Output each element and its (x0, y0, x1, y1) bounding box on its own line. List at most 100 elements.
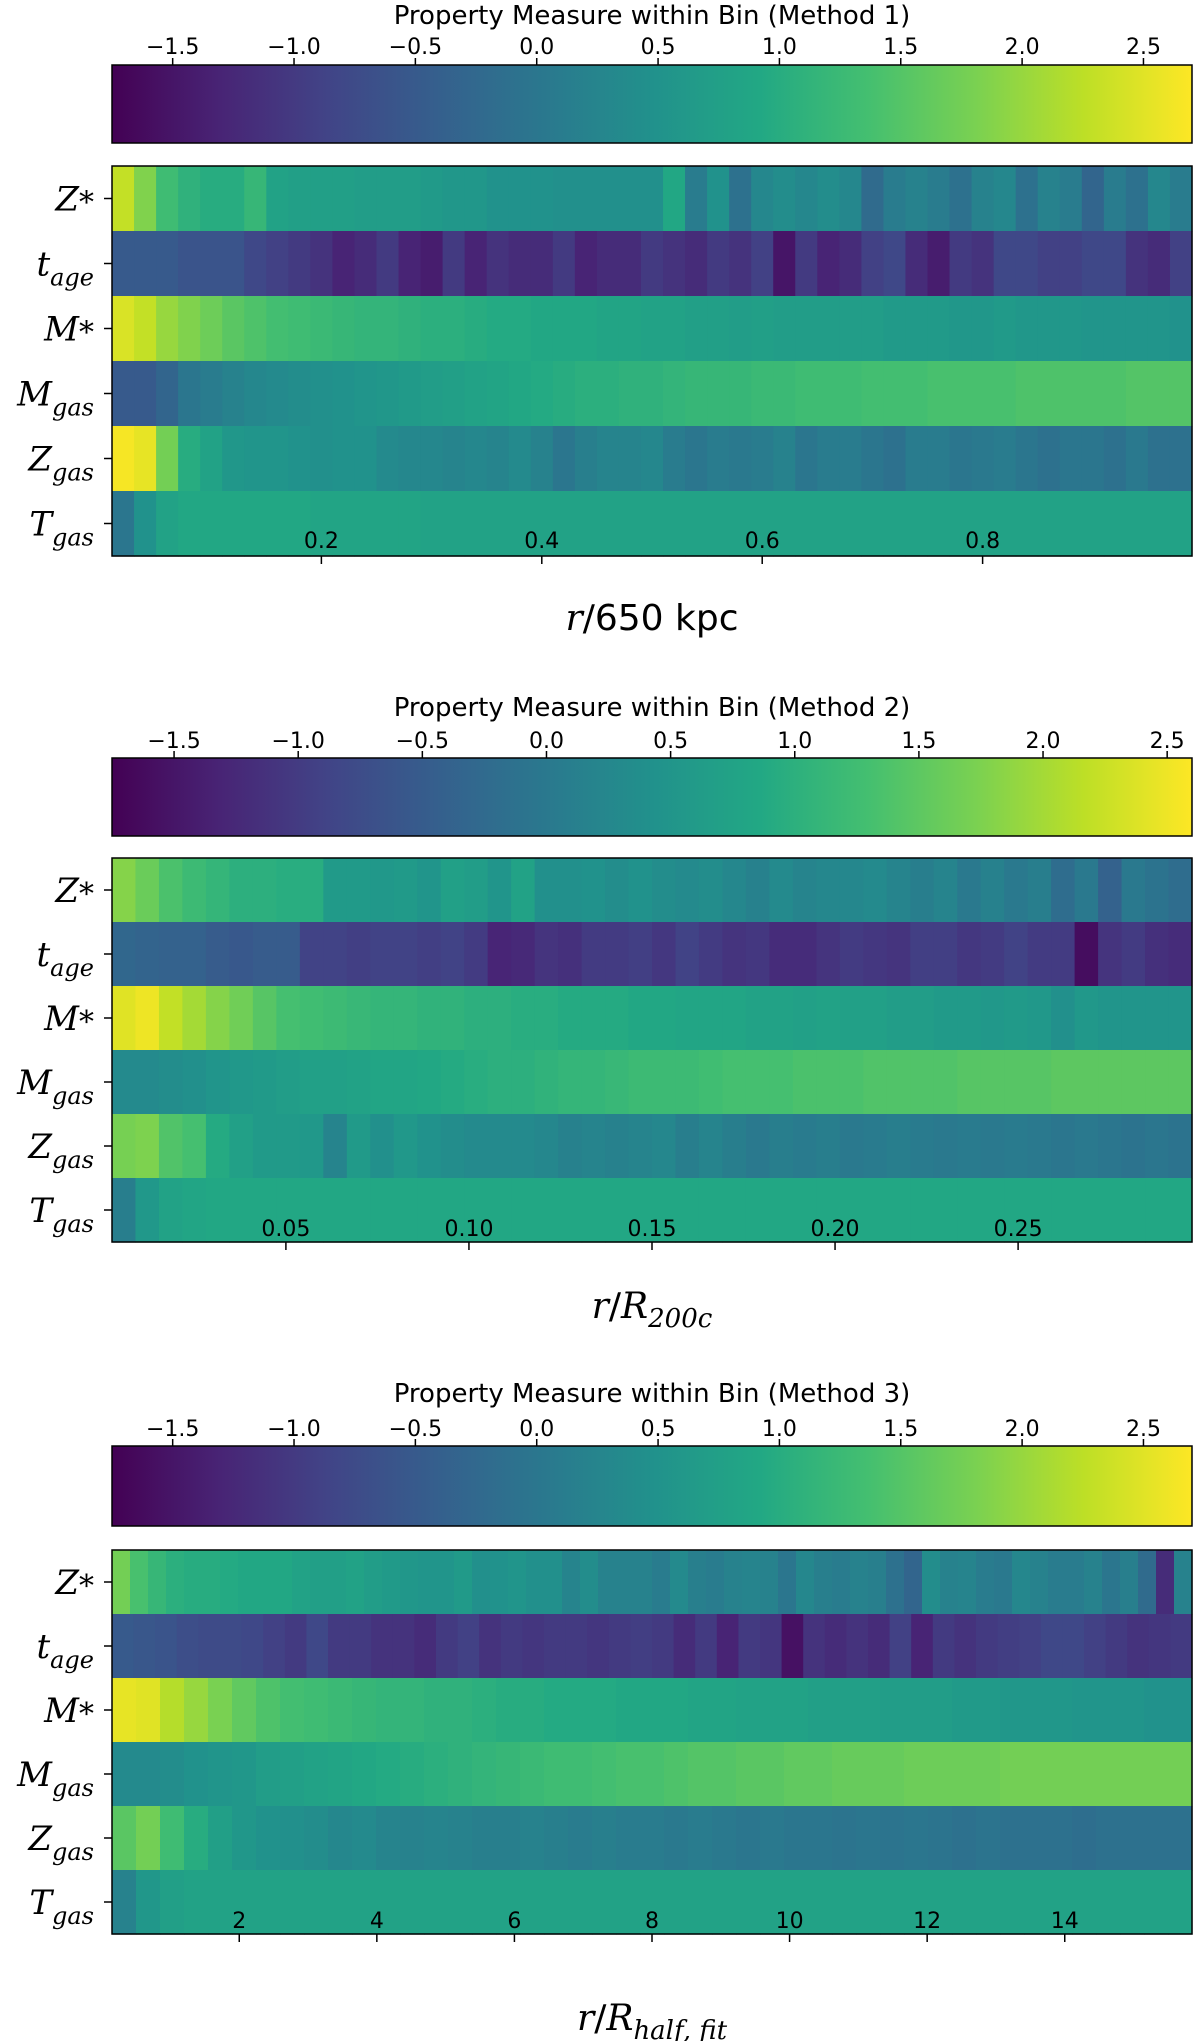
heatmap-cell (954, 1614, 977, 1679)
heatmap-cell (346, 858, 371, 923)
heatmap-cell (496, 1678, 521, 1743)
heatmap-cell (112, 922, 137, 987)
heatmap-cell (773, 296, 796, 362)
heatmap-cell (1174, 1550, 1193, 1615)
heatmap-cell (310, 296, 334, 362)
heatmap-cell (1081, 296, 1105, 362)
heatmap-cell (673, 1614, 696, 1679)
heatmap-cell (310, 231, 334, 297)
heatmap-cell (971, 296, 995, 362)
heatmap-cell (1051, 986, 1076, 1051)
heatmap-cell (552, 296, 576, 362)
heatmap-cell (773, 426, 796, 492)
heatmap-cell (1144, 1806, 1169, 1871)
heatmap-cell (442, 231, 466, 297)
heatmap-cell (136, 1678, 161, 1743)
row-label: tage (36, 245, 94, 292)
heatmap-cell (178, 426, 201, 492)
heatmap-cell (1004, 1114, 1029, 1179)
heatmap-cell (729, 491, 752, 557)
heatmap-cell (685, 361, 708, 427)
heatmap-cell (256, 1742, 281, 1807)
heatmap-cell (628, 1178, 653, 1243)
heatmap-cell (1037, 166, 1061, 232)
heatmap-cell (1015, 231, 1039, 297)
heatmap-cell (328, 1806, 353, 1871)
heatmap-cell (795, 361, 818, 427)
heatmap-cell (276, 1178, 301, 1243)
colorbar-tick-label: 1.0 (762, 35, 797, 60)
heatmap-cell (868, 1550, 887, 1615)
heatmap-cell (795, 231, 818, 297)
heatmap-cell (288, 491, 311, 557)
heatmap-cell (652, 1550, 671, 1615)
heatmap-cell (304, 1870, 329, 1935)
heatmap-cell (581, 1114, 606, 1179)
heatmap-cell (252, 858, 277, 923)
heatmap-cell (980, 858, 1005, 923)
heatmap-cell (1072, 1806, 1097, 1871)
heatmap-cell (244, 491, 267, 557)
heatmap-cell (1024, 1742, 1049, 1807)
x-tick-label: 0.2 (304, 529, 339, 554)
heatmap-cell (695, 1614, 718, 1679)
heatmap-cell (927, 426, 951, 492)
heatmap-cell (558, 858, 583, 923)
heatmap-cell (675, 986, 700, 1051)
heatmap-cell (792, 1114, 817, 1179)
heatmap-cell (927, 491, 951, 557)
heatmap-cell (745, 922, 770, 987)
heatmap-cell (795, 491, 818, 557)
heatmap-cell (200, 361, 223, 427)
heatmap-cell (464, 986, 489, 1051)
heatmap-cell (640, 1678, 665, 1743)
heatmap-panel-2: Property Measure within Bin (Method 2) −1… (16, 693, 1193, 1334)
heatmap-cell (332, 361, 356, 427)
heatmap-cell (1040, 1614, 1063, 1679)
heatmap-cell (1012, 1550, 1031, 1615)
heatmap-cell (1103, 491, 1127, 557)
heatmap-cell (856, 1806, 881, 1871)
heatmap-cell (178, 166, 201, 232)
heatmap-cell (354, 231, 378, 297)
heatmap-cell (863, 986, 888, 1051)
heatmap-cell (839, 1050, 864, 1115)
heatmap-cell (905, 426, 929, 492)
heatmap-cell (618, 491, 642, 557)
heatmap-cell (1059, 426, 1083, 492)
row-label: M* (43, 1691, 94, 1732)
heatmap-cell (712, 1678, 737, 1743)
heatmap-cell (304, 1742, 329, 1807)
heatmap-cell (803, 1614, 826, 1679)
heatmap-cell (222, 491, 245, 557)
heatmap-cell (220, 1614, 243, 1679)
heatmap-cell (1102, 1550, 1121, 1615)
heatmap-cell (927, 361, 951, 427)
heatmap-cell (722, 858, 747, 923)
heatmap-cell (1037, 296, 1061, 362)
heatmap-cell (976, 1550, 995, 1615)
heatmap-cell (182, 1178, 207, 1243)
heatmap-cell (534, 1178, 559, 1243)
heatmap-cell (685, 166, 708, 232)
heatmap-cell (205, 858, 230, 923)
heatmap-cell (376, 426, 400, 492)
heatmap-cell (266, 166, 289, 232)
heatmap-cell (205, 1114, 230, 1179)
heatmap-cell (1145, 986, 1170, 1051)
heatmap-cell (511, 986, 536, 1051)
heatmap-cell (436, 1550, 455, 1615)
colorbar-tick-label: 2.0 (1026, 729, 1061, 754)
heatmap-cell (596, 491, 620, 557)
heatmap-cell (288, 166, 311, 232)
heatmap-cell (652, 858, 677, 923)
heatmap-cell (464, 426, 488, 492)
heatmap-cell (628, 1114, 653, 1179)
heatmap-cell (1121, 986, 1146, 1051)
heatmap-cell (370, 1178, 395, 1243)
heatmap-cell (863, 1178, 888, 1243)
heatmap-cell (487, 922, 512, 987)
heatmap-cell (276, 1114, 301, 1179)
heatmap-cell (574, 296, 598, 362)
heatmap-cell (736, 1678, 761, 1743)
